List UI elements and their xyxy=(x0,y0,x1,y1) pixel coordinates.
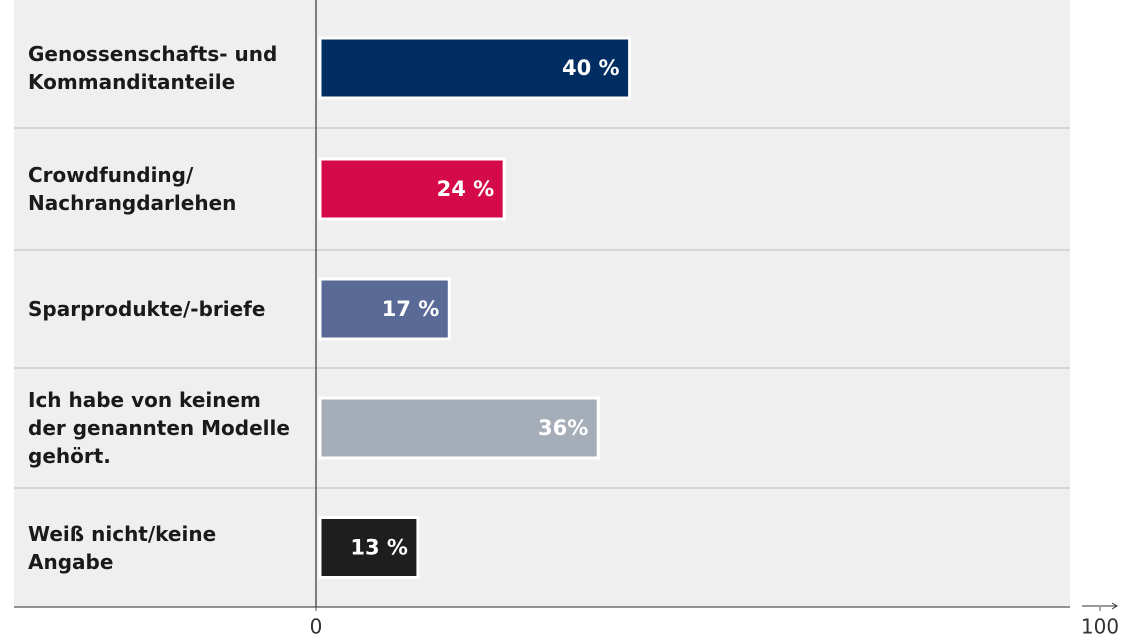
bar xyxy=(318,157,506,221)
bar xyxy=(318,36,632,100)
axis-arrow-head xyxy=(1111,602,1118,610)
value-label: 36% xyxy=(538,416,588,440)
category-label: Weiß nicht/keine Angabe xyxy=(28,521,217,574)
background xyxy=(14,0,1070,607)
value-label: 40 % xyxy=(562,56,620,80)
value-label: 24 % xyxy=(437,177,495,201)
value-label: 13 % xyxy=(350,536,408,560)
value-label: 17 % xyxy=(382,297,440,321)
category-label: Ich habe von keinem der genannten Modell… xyxy=(28,388,290,468)
bar xyxy=(318,396,600,460)
bar xyxy=(318,277,451,341)
category-label: Sparprodukte/-briefe xyxy=(28,297,266,321)
category-label: Genossenschafts- und Kommanditanteile xyxy=(28,42,278,94)
x-tick-label: 100 xyxy=(1081,615,1119,639)
x-tick-label: 0 xyxy=(310,615,323,639)
bar xyxy=(318,516,420,579)
category-label: Crowdfunding/ Nachrangdarlehen xyxy=(28,163,237,215)
